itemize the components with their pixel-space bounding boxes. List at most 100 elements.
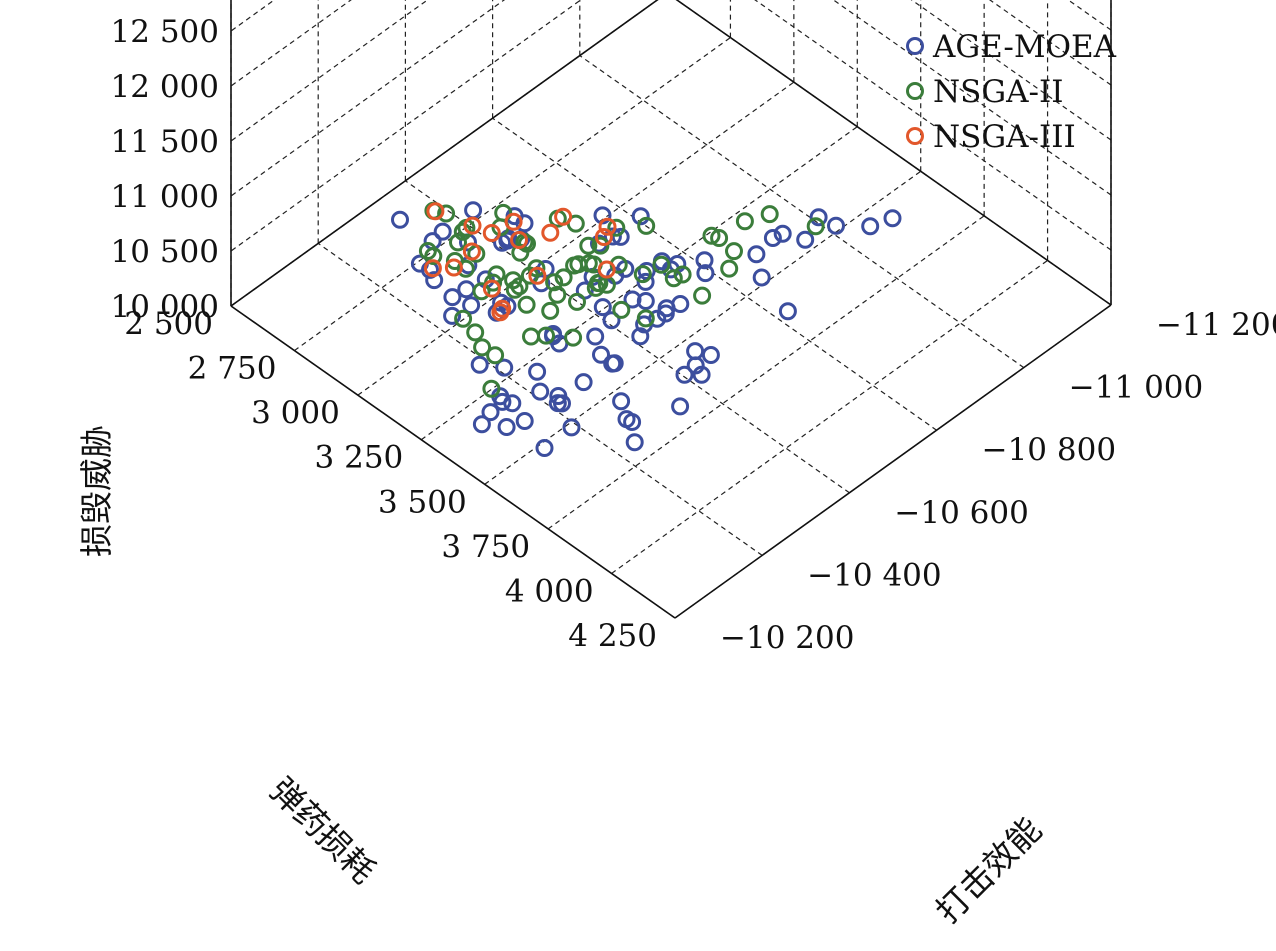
point-age-moea: [391, 210, 409, 229]
point-nsga-iii: [510, 231, 528, 249]
point-nsga-ii: [720, 259, 739, 278]
frame-edge: [674, 304, 1112, 619]
x-tick-label: 3 500: [378, 484, 467, 520]
point-nsga-ii: [504, 271, 523, 290]
frame-edge: [675, 0, 1112, 306]
point-age-moea: [827, 216, 845, 235]
point-nsga-ii: [693, 286, 712, 305]
legend-marker-nsga-iii: [906, 127, 924, 145]
point-age-moea: [528, 362, 547, 381]
point-age-moea: [531, 382, 550, 401]
wall-gridline-z: [230, 0, 276, 32]
point-age-moea: [611, 227, 630, 246]
point-age-moea: [809, 208, 828, 227]
point-nsga-iii: [482, 224, 501, 242]
point-age-moea: [481, 403, 500, 422]
point-age-moea: [636, 272, 655, 291]
y-axis-label: 打击效能: [928, 810, 1049, 931]
point-nsga-iii: [463, 216, 482, 235]
x-tick-label: 3 000: [251, 395, 340, 431]
point-age-moea: [603, 227, 622, 246]
point-nsga-iii: [423, 259, 442, 278]
y-tick-label: −10 200: [720, 620, 854, 656]
point-nsga-ii: [482, 379, 501, 398]
point-age-moea: [763, 229, 782, 247]
point-age-moea: [495, 358, 514, 377]
point-nsga-iii: [597, 260, 616, 279]
point-nsga-iii: [528, 266, 547, 285]
point-age-moea: [457, 280, 476, 299]
point-age-moea: [701, 346, 720, 364]
wall-gridline-z: [832, 0, 1112, 196]
point-nsga-ii: [568, 292, 586, 311]
point-nsga-ii: [472, 282, 491, 301]
y-tick-label: −10 800: [982, 432, 1116, 468]
point-age-moea: [574, 373, 593, 392]
point-age-moea: [671, 397, 690, 416]
point-age-moea: [778, 302, 797, 321]
legend-marker-age-moea: [906, 37, 924, 55]
point-nsga-iii: [482, 279, 501, 298]
point-age-moea: [535, 439, 554, 457]
point-age-moea: [636, 292, 655, 310]
point-age-moea: [464, 201, 483, 220]
y-tick-label: −11 000: [1069, 370, 1203, 406]
z-axis-label: 损毁威胁: [77, 425, 116, 557]
x-tick-label: 4 250: [568, 618, 657, 654]
point-nsga-iii: [594, 228, 613, 246]
point-nsga-ii: [735, 212, 754, 231]
point-age-moea: [861, 217, 880, 236]
point-nsga-ii: [541, 301, 560, 320]
point-nsga-iii: [444, 258, 463, 277]
axes-frame: [230, 0, 1112, 619]
point-age-moea: [747, 245, 766, 264]
point-nsga-ii: [710, 229, 729, 247]
point-age-moea: [592, 345, 610, 364]
point-nsga-ii: [664, 269, 683, 288]
point-age-moea: [472, 415, 491, 434]
floor-gridline-y: [492, 117, 937, 431]
x-tick-label: 2 500: [124, 306, 213, 342]
point-nsga-ii: [612, 300, 631, 319]
point-age-moea: [686, 356, 705, 375]
point-age-moea: [773, 224, 792, 243]
point-age-moea: [623, 413, 642, 431]
z-tick-label: 11 500: [111, 124, 219, 160]
z-tick-label: 10 000: [111, 289, 219, 325]
point-age-moea: [686, 342, 705, 361]
wall-gridline-z: [230, 0, 352, 87]
point-age-moea: [625, 433, 644, 452]
z-tick-label: 12 000: [111, 69, 219, 105]
point-age-moea: [612, 392, 631, 411]
point-nsga-iii: [426, 202, 445, 221]
legend: AGE-MOEA NSGA-II NSGA-III: [906, 29, 1117, 155]
point-age-moea: [796, 230, 815, 249]
point-nsga-ii: [702, 226, 721, 245]
point-nsga-ii: [564, 328, 583, 347]
x-tick-label: 2 750: [188, 351, 277, 387]
wall-gridline-z: [754, 0, 1112, 251]
point-nsga-ii: [760, 205, 779, 224]
point-age-moea: [752, 268, 771, 287]
point-nsga-ii: [636, 309, 655, 328]
point-age-moea: [497, 418, 516, 436]
point-nsga-ii: [486, 346, 505, 365]
point-age-moea: [593, 298, 612, 317]
point-age-moea: [548, 394, 567, 413]
point-nsga-ii: [554, 268, 573, 287]
point-age-moea: [623, 290, 642, 309]
x-tick-label: 3 750: [441, 529, 530, 565]
legend-entry-age-moea: AGE-MOEA: [906, 29, 1117, 65]
legend-marker-nsga-ii: [906, 82, 924, 100]
series-age-moea: [391, 201, 902, 457]
point-nsga-ii: [806, 217, 825, 236]
point-age-moea: [586, 327, 605, 346]
point-nsga-ii: [579, 236, 598, 255]
point-nsga-ii: [588, 274, 607, 292]
point-nsga-ii: [449, 233, 467, 252]
point-age-moea: [696, 264, 715, 283]
point-nsga-iii: [598, 217, 617, 236]
point-nsga-ii: [591, 236, 610, 255]
point-age-moea: [883, 209, 902, 228]
